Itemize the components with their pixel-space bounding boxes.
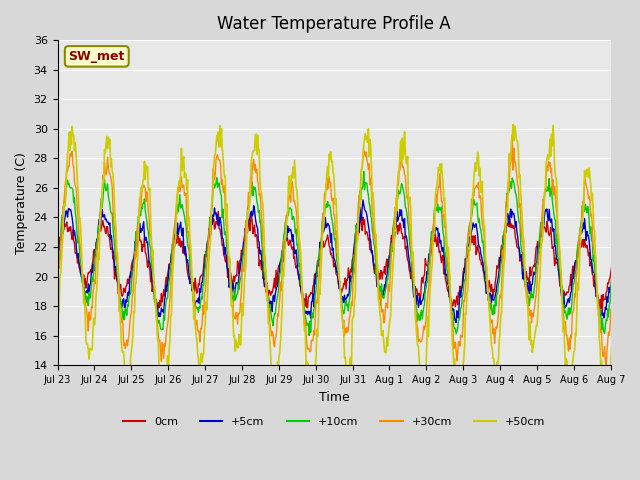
Y-axis label: Temperature (C): Temperature (C) [15, 152, 28, 253]
Title: Water Temperature Profile A: Water Temperature Profile A [218, 15, 451, 33]
X-axis label: Time: Time [319, 391, 349, 404]
Legend: 0cm, +5cm, +10cm, +30cm, +50cm: 0cm, +5cm, +10cm, +30cm, +50cm [118, 412, 550, 431]
Text: SW_met: SW_met [68, 50, 125, 63]
